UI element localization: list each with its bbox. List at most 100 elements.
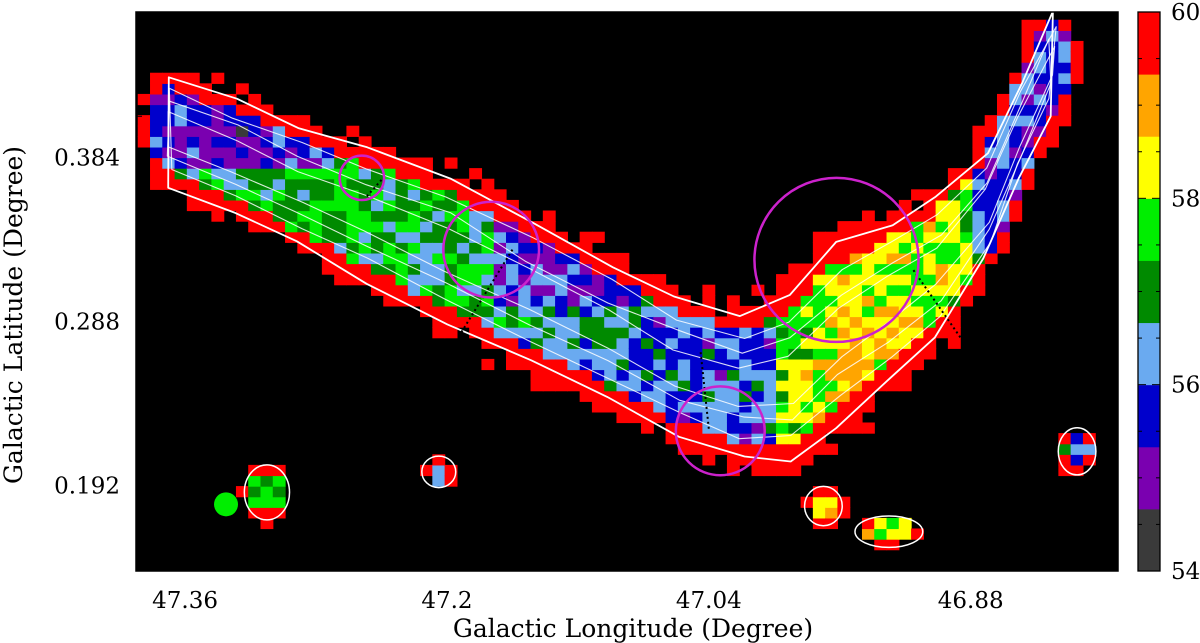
- heatmap-cell: [1058, 93, 1072, 106]
- heatmap-cell: [849, 327, 863, 339]
- heatmap-cell: [542, 221, 556, 233]
- heatmap-cell: [702, 358, 716, 371]
- heatmap-cell: [297, 157, 311, 169]
- heatmap-cell: [567, 242, 581, 254]
- heatmap-cell: [444, 157, 458, 169]
- heatmap-cell: [432, 475, 446, 487]
- heatmap-cell: [923, 348, 937, 360]
- heatmap-cell: [800, 411, 814, 424]
- heatmap-cell: [849, 295, 863, 307]
- heatmap-cell: [690, 401, 703, 413]
- heatmap-cell: [199, 189, 212, 201]
- heatmap-cell: [972, 199, 986, 212]
- heatmap-cell: [825, 263, 839, 275]
- heatmap-cell: [260, 475, 274, 487]
- heatmap-cell: [886, 316, 900, 328]
- heatmap-cell: [1033, 83, 1047, 95]
- heatmap-cell: [726, 401, 740, 413]
- heatmap-cell: [199, 146, 212, 159]
- heatmap-cell: [604, 380, 618, 392]
- heatmap-cell: [984, 178, 998, 190]
- heatmap-cell: [947, 210, 961, 222]
- heatmap-cell: [481, 221, 495, 233]
- heatmap-cell: [616, 337, 630, 349]
- heatmap-cell: [1009, 168, 1023, 180]
- heatmap-cell: [505, 305, 519, 318]
- heatmap-cell: [1058, 83, 1072, 95]
- heatmap-cell: [604, 284, 618, 296]
- heatmap-cell: [714, 369, 728, 381]
- heatmap-cell: [690, 348, 703, 360]
- heatmap-cell: [211, 168, 225, 180]
- heatmap-cell: [235, 486, 249, 498]
- heatmap-cell: [837, 390, 851, 402]
- heatmap-cell: [469, 327, 483, 339]
- heatmap-cell: [248, 125, 262, 137]
- heatmap-cell: [776, 337, 789, 349]
- heatmap-cell: [444, 199, 458, 212]
- heatmap-cell: [186, 104, 200, 116]
- heatmap-cell: [199, 178, 212, 190]
- heatmap-cell: [726, 358, 740, 371]
- heatmap-cell: [923, 231, 937, 243]
- heatmap-cell: [996, 221, 1010, 233]
- heatmap-cell: [947, 263, 961, 275]
- heatmap-cell: [358, 263, 372, 275]
- heatmap-cell: [641, 422, 654, 434]
- heatmap-cell: [776, 433, 789, 445]
- heatmap-cell: [493, 252, 507, 265]
- heatmap-cell: [825, 486, 839, 498]
- heatmap-cell: [444, 305, 458, 318]
- heatmap-cell: [555, 242, 568, 254]
- heatmap-cell: [407, 157, 421, 169]
- heatmap-cell: [1021, 157, 1035, 169]
- heatmap-cell: [309, 210, 323, 222]
- heatmap-cell: [395, 284, 409, 296]
- heatmap-cell: [272, 496, 286, 508]
- heatmap-cell: [1082, 433, 1096, 445]
- heatmap-cell: [395, 168, 409, 180]
- heatmap-cell: [776, 358, 789, 371]
- heatmap-cell: [432, 464, 446, 477]
- heatmap-cell: [567, 263, 581, 275]
- heatmap-cell: [1046, 104, 1059, 116]
- heatmap-cell: [432, 210, 446, 222]
- colorbar-tick-label: 58: [1171, 186, 1200, 212]
- heatmap-cell: [505, 337, 519, 349]
- heatmap-cell: [898, 305, 912, 318]
- heatmap-cell: [837, 496, 851, 508]
- heatmap-cell: [432, 284, 446, 296]
- heatmap-cell: [739, 327, 753, 339]
- heatmap-cell: [849, 274, 863, 286]
- heatmap-cell: [898, 274, 912, 286]
- heatmap-cell: [542, 316, 556, 328]
- heatmap-cell: [947, 316, 961, 328]
- heatmap-cell: [861, 284, 875, 296]
- heatmap-cell: [137, 136, 151, 148]
- heatmap-cell: [825, 401, 839, 413]
- heatmap-cell: [518, 242, 532, 254]
- heatmap-cell: [591, 305, 605, 318]
- heatmap-cell: [407, 284, 421, 296]
- heatmap-cell: [960, 274, 974, 286]
- heatmap-cell: [788, 380, 802, 392]
- heatmap-cell: [812, 390, 826, 402]
- heatmap-cell: [849, 380, 863, 392]
- heatmap-cell: [321, 252, 335, 265]
- heatmap-cell: [346, 274, 360, 286]
- heatmap-cell: [1070, 464, 1084, 477]
- heatmap-cell: [665, 401, 679, 413]
- heatmap-cell: [947, 168, 961, 180]
- heatmap-cell: [874, 539, 888, 551]
- heatmap-cell: [1021, 19, 1035, 31]
- heatmap-cell: [420, 284, 433, 296]
- heatmap-cell: [383, 242, 397, 254]
- heatmap-cell: [285, 168, 298, 180]
- heatmap-cell: [726, 411, 740, 424]
- heatmap-cell: [714, 411, 728, 424]
- heatmap-cell: [825, 507, 839, 519]
- heatmap-cell: [800, 316, 814, 328]
- heatmap-cell: [751, 422, 765, 434]
- heatmap-cell: [591, 348, 605, 360]
- heatmap-cell: [285, 146, 298, 159]
